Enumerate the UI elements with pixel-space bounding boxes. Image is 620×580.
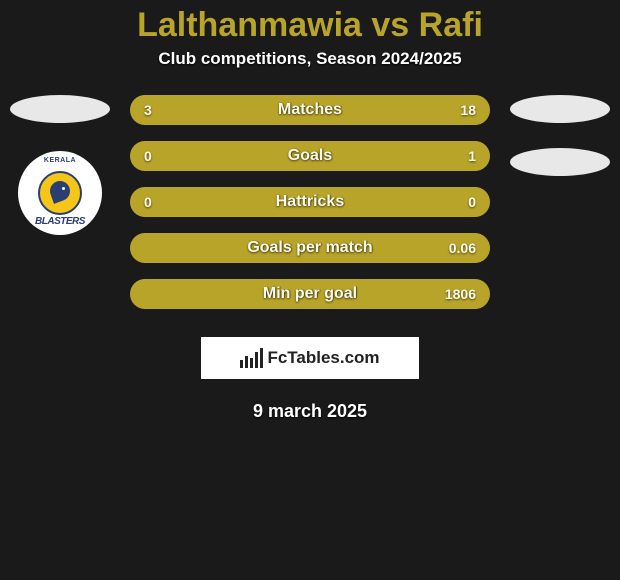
player1-club-badge: KERALA BLASTERS	[18, 151, 102, 235]
stat-value-right: 1806	[445, 279, 476, 309]
date-text: 9 march 2025	[0, 401, 620, 422]
page-title: Lalthanmawia vs Rafi	[0, 0, 620, 49]
stat-value-right: 1	[468, 141, 476, 171]
player2-club-placeholder	[510, 148, 610, 176]
stat-bar: 3Matches18	[130, 95, 490, 125]
brand-box[interactable]: FcTables.com	[201, 337, 419, 379]
brand-bars-icon	[240, 348, 263, 368]
stat-label: Min per goal	[130, 279, 490, 309]
stat-label: Matches	[130, 95, 490, 125]
vs-text: vs	[371, 6, 409, 44]
stat-bar: Min per goal1806	[130, 279, 490, 309]
main-area: KERALA BLASTERS 3Matches180Goals10Hattri…	[0, 95, 620, 309]
club-top-text: KERALA	[44, 157, 76, 164]
player2-name: Rafi	[419, 6, 483, 44]
stats-bars: 3Matches180Goals10Hattricks0Goals per ma…	[130, 95, 490, 309]
subtitle: Club competitions, Season 2024/2025	[0, 49, 620, 95]
right-column	[500, 95, 620, 176]
stat-value-right: 0.06	[449, 233, 476, 263]
club-bottom-text: BLASTERS	[35, 216, 85, 227]
player2-avatar-placeholder	[510, 95, 610, 123]
stat-label: Hattricks	[130, 187, 490, 217]
stat-bar: 0Hattricks0	[130, 187, 490, 217]
left-column: KERALA BLASTERS	[0, 95, 120, 235]
stat-value-right: 18	[460, 95, 476, 125]
stat-bar: Goals per match0.06	[130, 233, 490, 263]
elephant-icon	[38, 171, 82, 215]
player1-name: Lalthanmawia	[137, 6, 362, 44]
stat-value-right: 0	[468, 187, 476, 217]
stat-label: Goals	[130, 141, 490, 171]
stat-label: Goals per match	[130, 233, 490, 263]
player1-avatar-placeholder	[10, 95, 110, 123]
stat-bar: 0Goals1	[130, 141, 490, 171]
brand-text: FcTables.com	[267, 348, 379, 368]
